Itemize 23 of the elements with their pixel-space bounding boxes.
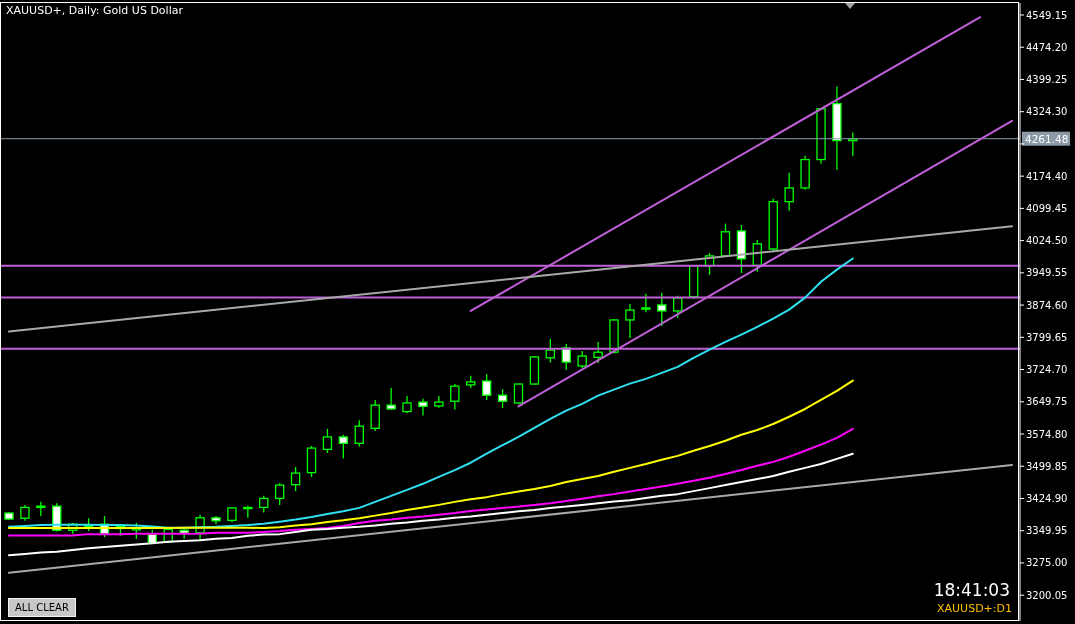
y-tick-label: 3349.95 [1026, 525, 1068, 537]
y-tick-label: 3949.55 [1026, 267, 1068, 279]
annotation: ALL CLEAR [8, 598, 76, 617]
y-tick-label: 4024.50 [1026, 235, 1068, 247]
annotation: XAUUSD+:D1 [936, 602, 1012, 615]
y-tick-label: 3275.00 [1026, 557, 1068, 569]
y-tick-label: 3874.60 [1026, 299, 1068, 311]
y-tick-label: 4549.15 [1026, 9, 1068, 21]
y-tick-label: 3200.05 [1026, 589, 1068, 601]
y-tick-label: 3424.90 [1026, 493, 1068, 505]
y-tick-label: 4399.25 [1026, 73, 1068, 85]
y-tick-label: 3724.70 [1026, 364, 1068, 376]
y-tick-label: 4099.45 [1026, 202, 1068, 214]
y-tick-label: 4324.30 [1026, 106, 1068, 118]
y-tick-label: 3649.75 [1026, 396, 1068, 408]
annotation: 18:41:03 [933, 580, 1010, 600]
y-tick-label: 3499.85 [1026, 460, 1068, 472]
y-tick-label: 3799.65 [1026, 331, 1068, 343]
ref-line-label: 4261.48 [1025, 132, 1069, 145]
y-tick-label: 4174.40 [1026, 170, 1068, 182]
chart-title: XAUUSD+, Daily: Gold US Dollar [6, 4, 183, 17]
y-tick-label: 4474.20 [1026, 41, 1068, 53]
y-tick-label: 3574.80 [1026, 428, 1068, 440]
